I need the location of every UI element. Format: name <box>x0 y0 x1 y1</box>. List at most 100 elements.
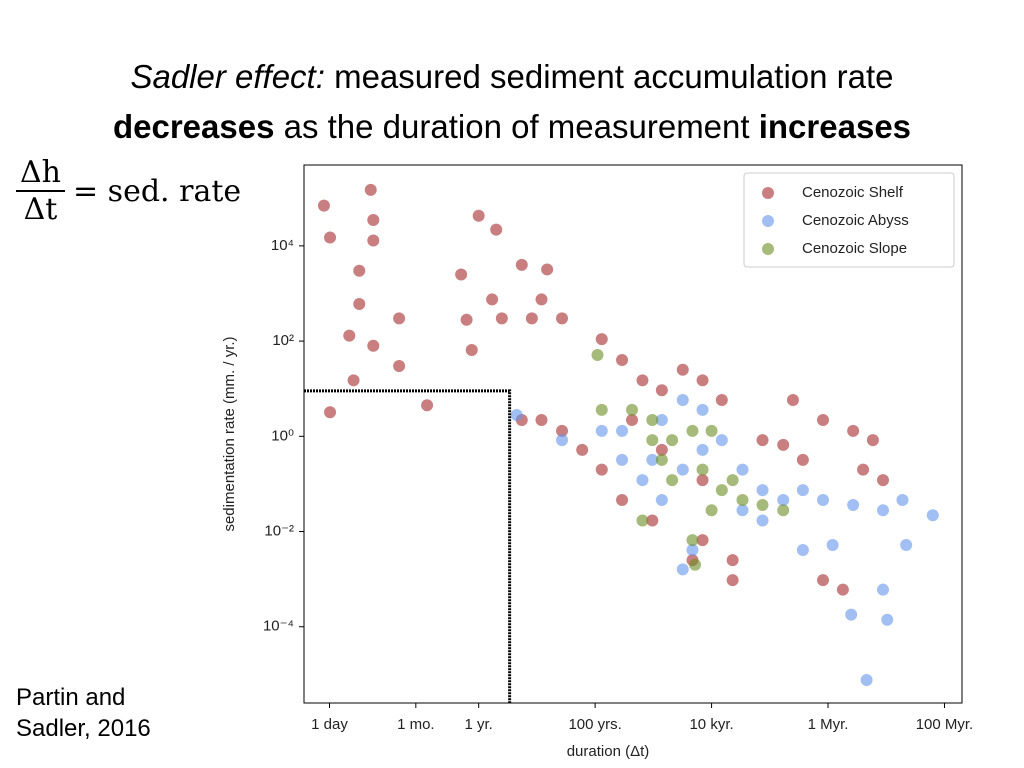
title-line: decreases as the duration of measurement… <box>0 102 1024 152</box>
point <box>857 463 870 476</box>
point <box>556 312 569 325</box>
point <box>541 263 554 276</box>
point <box>535 293 548 306</box>
point <box>510 409 523 422</box>
point <box>686 543 699 556</box>
point <box>626 414 639 427</box>
point <box>655 414 668 427</box>
point <box>777 493 790 506</box>
citation-line: Partin and <box>16 684 126 711</box>
point <box>666 474 679 487</box>
point <box>666 434 679 447</box>
citation: Partin and Sadler, 2016 <box>16 682 151 744</box>
legend-marker <box>762 187 774 199</box>
point <box>324 406 337 419</box>
x-tick-label: 100 yrs. <box>568 716 621 733</box>
point <box>343 329 356 342</box>
point <box>696 443 709 456</box>
y-tick-label: 10⁻² <box>264 522 294 539</box>
point <box>877 474 890 487</box>
point <box>465 344 478 357</box>
point <box>796 543 809 556</box>
point <box>626 403 639 416</box>
x-tick-label: 1 Myr. <box>808 716 849 733</box>
point <box>495 312 508 325</box>
point <box>696 374 709 387</box>
title-segment: measured sediment accumulation rate <box>324 58 894 95</box>
point <box>556 434 569 447</box>
y-axis-label: sedimentation rate (mm. / yr.) <box>221 336 238 531</box>
x-tick-label: 10 kyr. <box>689 716 733 733</box>
point <box>736 463 749 476</box>
point <box>525 312 538 325</box>
point <box>455 268 468 281</box>
point <box>696 463 709 476</box>
y-tick-label: 10⁻⁴ <box>263 618 294 635</box>
point <box>393 312 406 325</box>
legend-label: Cenozoic Shelf <box>802 184 904 201</box>
y-tick-label: 10² <box>272 332 294 349</box>
point <box>689 558 702 571</box>
point <box>715 393 728 406</box>
point <box>796 453 809 466</box>
citation-line: Sadler, 2016 <box>16 715 151 742</box>
point <box>866 434 879 447</box>
point <box>847 499 860 512</box>
point <box>490 223 503 236</box>
legend-marker <box>762 215 774 227</box>
x-tick-label: 1 yr. <box>464 716 492 733</box>
point <box>756 434 769 447</box>
point <box>347 374 360 387</box>
point <box>353 264 366 277</box>
point <box>595 463 608 476</box>
point <box>655 384 668 397</box>
point <box>421 399 434 412</box>
point <box>367 339 380 352</box>
point <box>756 484 769 497</box>
point <box>705 424 718 437</box>
y-tick-label: 10⁴ <box>271 237 294 254</box>
point <box>736 504 749 517</box>
point <box>726 554 739 567</box>
title: Sadler effect: measured sediment accumul… <box>0 52 1024 152</box>
point <box>756 499 769 512</box>
point <box>655 493 668 506</box>
point <box>646 453 659 466</box>
point <box>472 209 485 222</box>
point <box>460 313 473 326</box>
point <box>515 258 528 271</box>
point <box>324 231 337 244</box>
point <box>364 183 377 196</box>
point <box>896 493 909 506</box>
point <box>715 434 728 447</box>
point <box>486 293 499 306</box>
point <box>817 414 830 427</box>
point <box>595 403 608 416</box>
point <box>715 484 728 497</box>
point <box>676 563 689 576</box>
point <box>881 613 894 626</box>
point <box>900 539 913 552</box>
point <box>595 424 608 437</box>
point <box>636 474 649 487</box>
reference-box <box>304 389 512 703</box>
point <box>595 333 608 346</box>
point <box>646 414 659 427</box>
point <box>926 509 939 522</box>
point <box>777 438 790 451</box>
legend-label: Cenozoic Slope <box>802 240 907 257</box>
point <box>796 484 809 497</box>
point <box>705 504 718 517</box>
point <box>535 414 548 427</box>
point <box>756 514 769 527</box>
point <box>367 234 380 247</box>
point <box>616 354 629 367</box>
x-tick-label: 1 day <box>311 716 348 733</box>
point <box>817 574 830 587</box>
point <box>576 443 589 456</box>
plot-frame <box>303 164 963 704</box>
point <box>393 359 406 372</box>
denominator: Δt <box>23 192 58 227</box>
